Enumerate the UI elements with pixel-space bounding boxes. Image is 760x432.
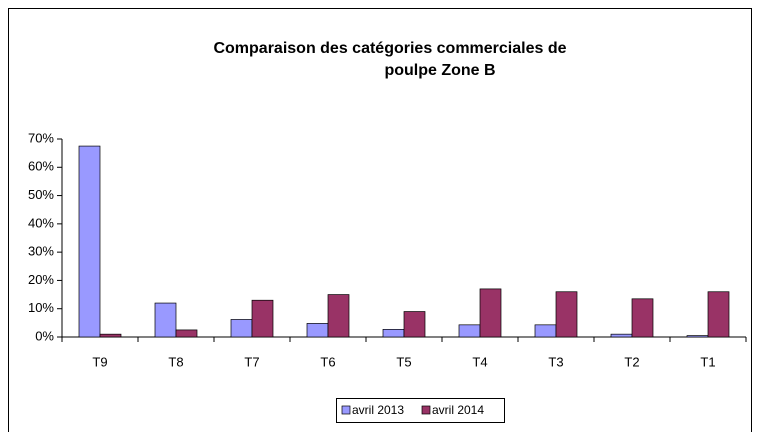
x-tick-label: T8 [168,354,183,369]
bar [686,335,709,338]
x-tick-label: T7 [244,354,259,369]
y-tick-label: 20% [28,272,54,287]
legend-swatch [421,405,431,415]
y-tick-label: 70% [28,130,54,145]
bar [382,329,405,338]
bar [154,302,177,338]
bar [610,333,633,338]
bar [327,294,350,338]
bar [99,333,122,338]
legend-label: avril 2013 [352,403,404,417]
x-tick-label: T4 [472,354,487,369]
bar [631,298,654,338]
y-tick-label: 60% [28,159,54,174]
bar [707,291,730,338]
chart-border [8,8,752,432]
bar [458,324,481,338]
x-tick-label: T6 [320,354,335,369]
y-tick-label: 0% [35,328,54,343]
chart-title: Comparaison des catégories commerciales … [213,40,566,79]
x-tick-label: T2 [624,354,639,369]
bar [78,145,101,338]
bar [251,299,274,338]
bar [230,319,253,338]
bar [306,323,329,338]
bar [534,324,557,338]
x-tick-label: T5 [396,354,411,369]
y-tick-label: 50% [28,187,54,202]
y-tick-label: 30% [28,244,54,259]
bar [403,311,426,338]
bar [175,329,198,338]
y-tick-label: 40% [28,215,54,230]
legend-box [336,398,505,423]
bar [555,291,578,338]
x-tick-label: T3 [548,354,563,369]
bar [479,288,502,338]
x-tick-label: T1 [700,354,715,369]
legend-label: avril 2014 [432,403,484,417]
legend-swatch [341,405,351,415]
x-tick-label: T9 [92,354,107,369]
y-tick-label: 10% [28,300,54,315]
